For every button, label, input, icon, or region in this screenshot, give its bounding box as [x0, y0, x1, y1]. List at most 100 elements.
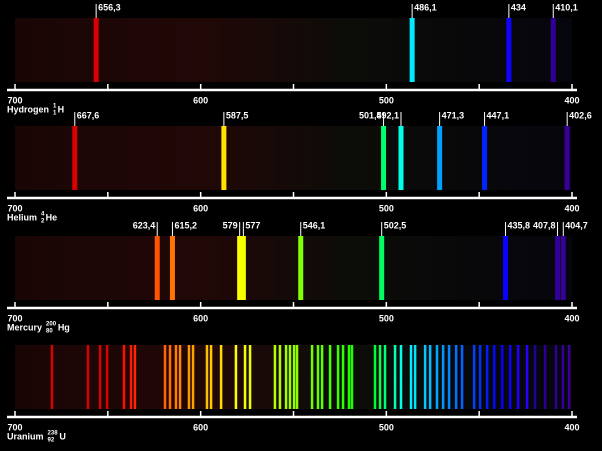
- emission-line: [393, 345, 397, 409]
- tick-label: 700: [7, 422, 22, 432]
- emission-line: [447, 345, 451, 409]
- element-symbol: U: [59, 431, 66, 441]
- line-label: 402,6: [569, 110, 592, 120]
- emission-line: [423, 345, 427, 409]
- mass-number: 1: [53, 104, 57, 110]
- emission-line: [178, 345, 182, 409]
- line-label: 623,4: [133, 220, 156, 230]
- emission-line: [485, 345, 489, 409]
- mass-number: 4: [41, 212, 45, 218]
- emission-line: [561, 345, 565, 409]
- emission-line: [550, 18, 556, 82]
- line-label: 447,1: [487, 110, 510, 120]
- atomic-number: 1: [53, 111, 57, 117]
- emission-line: [428, 345, 432, 409]
- tick-label: 500: [379, 313, 394, 323]
- emission-line: [240, 236, 246, 300]
- emission-line: [209, 345, 213, 409]
- emission-line: [168, 345, 172, 409]
- emission-line: [379, 236, 385, 300]
- emission-line: [93, 18, 99, 82]
- emission-line: [191, 345, 195, 409]
- emission-line: [500, 345, 504, 409]
- emission-line: [516, 345, 520, 409]
- tick-label: 500: [379, 95, 394, 105]
- emission-line: [373, 345, 377, 409]
- emission-line: [205, 345, 209, 409]
- emission-line: [288, 345, 292, 409]
- element-symbol: H: [58, 104, 65, 114]
- emission-line: [492, 345, 496, 409]
- emission-line: [341, 345, 345, 409]
- emission-line: [435, 345, 439, 409]
- tick-label: 600: [193, 203, 208, 213]
- emission-line: [409, 18, 415, 82]
- line-label: 434: [511, 2, 526, 12]
- emission-line: [243, 345, 247, 409]
- emission-line: [525, 345, 529, 409]
- emission-line: [478, 345, 482, 409]
- line-label: 435,8: [508, 220, 531, 230]
- emission-line: [154, 236, 160, 300]
- tick-label: 500: [379, 422, 394, 432]
- spectrum-band: [15, 236, 572, 300]
- tick-label: 700: [7, 313, 22, 323]
- emission-line: [413, 345, 417, 409]
- emission-line: [564, 126, 570, 190]
- tick-label: 600: [193, 422, 208, 432]
- emission-line: [50, 345, 54, 409]
- emission-line: [86, 345, 90, 409]
- emission-line: [472, 345, 476, 409]
- emission-line: [533, 345, 537, 409]
- line-label: 579: [223, 220, 238, 230]
- line-label: 546,1: [303, 220, 326, 230]
- emission-line: [273, 345, 277, 409]
- tick-label: 600: [193, 95, 208, 105]
- emission-line: [219, 345, 223, 409]
- atomic-number: 92: [48, 438, 55, 444]
- emission-line: [508, 345, 512, 409]
- emission-line: [187, 345, 191, 409]
- emission-line: [298, 236, 304, 300]
- emission-line: [454, 345, 458, 409]
- emission-line: [174, 345, 178, 409]
- atomic-number: 2: [41, 219, 45, 225]
- emission-line: [328, 345, 332, 409]
- tick-label: 400: [564, 95, 579, 105]
- line-label: 492,1: [376, 110, 399, 120]
- emission-line: [248, 345, 252, 409]
- emission-line: [320, 345, 324, 409]
- emission-line: [409, 345, 413, 409]
- element-name: Hydrogen: [7, 104, 49, 114]
- emission-line: [482, 126, 488, 190]
- emission-line: [310, 345, 314, 409]
- emission-line: [292, 345, 296, 409]
- emission-line: [316, 345, 320, 409]
- element-name: Uranium: [7, 431, 44, 441]
- line-label: 577: [245, 220, 260, 230]
- emission-line: [295, 345, 299, 409]
- element-symbol: He: [46, 212, 58, 222]
- emission-line: [383, 345, 387, 409]
- mass-number: 200: [46, 322, 57, 328]
- line-label: 407,8: [533, 220, 556, 230]
- line-label: 656,3: [98, 2, 121, 12]
- emission-line: [554, 345, 558, 409]
- emission-line: [555, 236, 561, 300]
- line-label: 502,5: [384, 220, 407, 230]
- tick-label: 400: [564, 203, 579, 213]
- tick-label: 600: [193, 313, 208, 323]
- line-label: 404,7: [565, 220, 588, 230]
- line-label: 501,5: [359, 110, 382, 120]
- emission-line: [378, 345, 382, 409]
- tick-label: 400: [564, 313, 579, 323]
- tick-label: 700: [7, 203, 22, 213]
- emission-line: [347, 345, 351, 409]
- line-label: 471,3: [442, 110, 465, 120]
- emission-line: [98, 345, 102, 409]
- spectrum-band: [15, 18, 572, 82]
- emission-line: [381, 126, 387, 190]
- emission-line: [133, 345, 137, 409]
- emission-line: [460, 345, 464, 409]
